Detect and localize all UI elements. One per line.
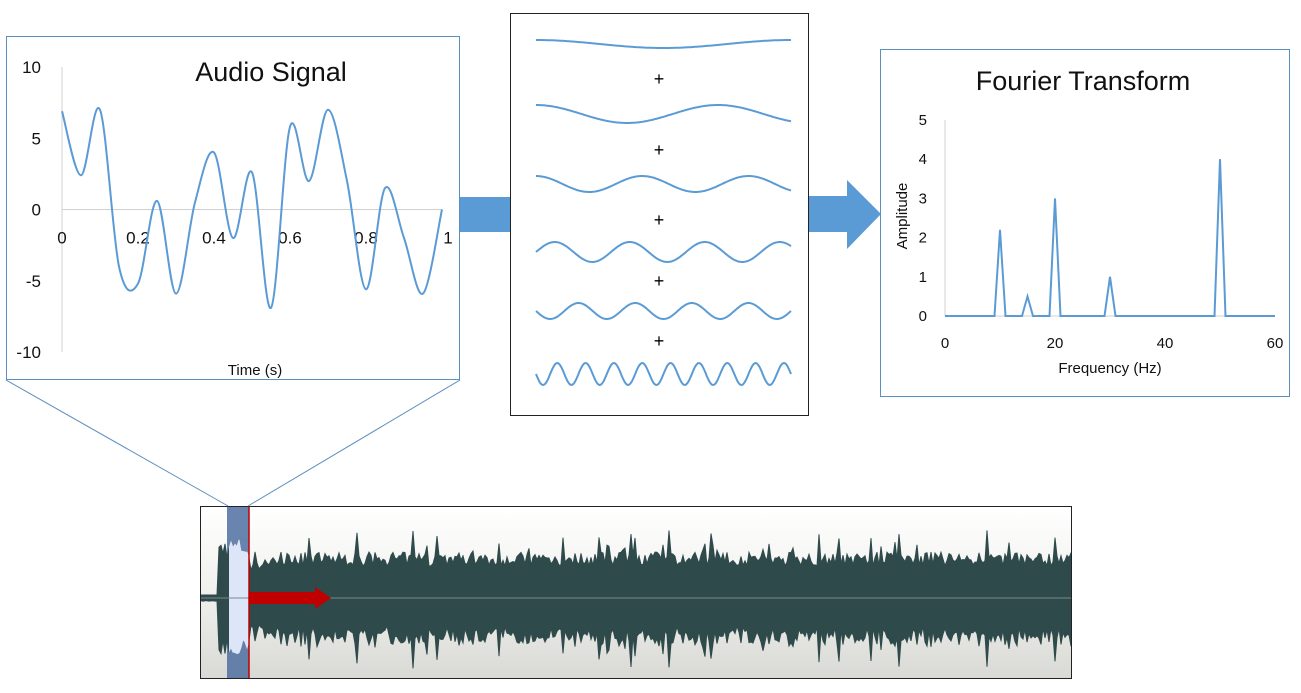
- fourier-transform-panel: Fourier Transform Frequency (Hz) Amplitu…: [880, 49, 1290, 397]
- input-arrow: [460, 197, 510, 232]
- fourier-y-tick: 2: [919, 230, 927, 247]
- signal-x-tick: 0.6: [278, 229, 302, 248]
- audio-signal-line: [61, 106, 443, 309]
- signal-y-tick: 0: [32, 201, 41, 220]
- fourier-xlabel: Frequency (Hz): [1058, 360, 1161, 377]
- audio-waveform: [201, 507, 1071, 678]
- audio-signal-chart: Audio Signal Time (s) 10 5 0 -5 -10 0 0.2 0.4 0.…: [16, 57, 452, 379]
- fourier-spectrum-line: [945, 159, 1275, 317]
- playhead-direction-arrow: [249, 587, 331, 609]
- output-arrow: [809, 180, 881, 249]
- waveform-selected-portion: [229, 539, 249, 655]
- audio-signal-panel: Audio Signal Time (s) 10 5 0 -5 -10 0 0.2 0.4 0.…: [6, 36, 460, 380]
- fourier-x-tick: 20: [1047, 335, 1064, 352]
- plus-sign-3: +: [654, 210, 665, 230]
- signal-x-tick: 1: [443, 229, 452, 248]
- audio-waveform-panel: [200, 506, 1072, 679]
- zoom-line-left: [5, 379, 229, 507]
- fourier-x-tick: 0: [941, 335, 949, 352]
- fourier-ylabel: Amplitude: [894, 183, 911, 250]
- sine-components-panel: + + + + +: [510, 13, 809, 416]
- signal-y-tick: -10: [16, 343, 41, 362]
- plus-sign-1: +: [654, 69, 665, 89]
- sine-components-diagram: + + + + +: [535, 39, 792, 387]
- fourier-y-tick: 3: [919, 190, 927, 207]
- fourier-title: Fourier Transform: [976, 66, 1191, 96]
- fourier-x-tick: 60: [1267, 335, 1284, 352]
- fourier-y-tick: 0: [919, 308, 927, 325]
- signal-x-tick: 0.2: [126, 229, 150, 248]
- signal-y-tick: -5: [26, 272, 41, 291]
- plus-sign-4: +: [654, 271, 665, 291]
- fourier-x-tick: 40: [1157, 335, 1174, 352]
- audio-signal-xlabel: Time (s): [228, 362, 282, 379]
- fourier-y-tick: 4: [919, 151, 927, 168]
- zoom-line-right: [247, 379, 461, 507]
- plus-sign-5: +: [654, 331, 665, 351]
- sine-component-3: [536, 175, 792, 193]
- signal-x-tick: 0.4: [202, 229, 226, 248]
- waveform-shape: [201, 530, 1071, 669]
- signal-y-tick: 10: [22, 58, 41, 77]
- fourier-y-tick: 5: [919, 112, 927, 129]
- sine-component-6: [535, 361, 792, 387]
- signal-x-tick: 0.8: [354, 229, 378, 248]
- sine-component-5: [535, 302, 792, 321]
- plus-sign-2: +: [654, 140, 665, 160]
- fourier-transform-chart: Fourier Transform Frequency (Hz) Amplitu…: [894, 66, 1284, 377]
- sine-component-1: [536, 39, 791, 49]
- sine-component-4: [535, 241, 792, 264]
- signal-x-tick: 0: [57, 229, 66, 248]
- audio-signal-title: Audio Signal: [195, 57, 347, 87]
- sine-component-2: [536, 104, 792, 124]
- signal-y-tick: 5: [32, 129, 41, 148]
- fourier-y-tick: 1: [919, 269, 927, 286]
